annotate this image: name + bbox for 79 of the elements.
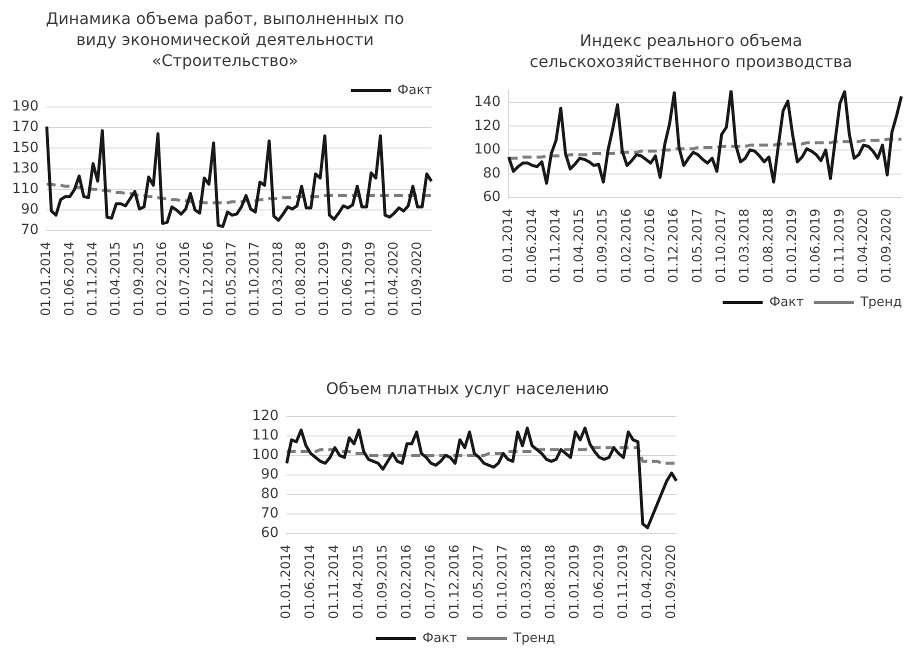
legend-label: Факт — [769, 294, 804, 310]
y-tick-label: 80 — [482, 165, 501, 182]
x-tick-label: 01.09.2020 — [664, 544, 679, 620]
x-tick-label: 01.05.2017 — [472, 544, 487, 620]
x-tick-label: 01.09.2015 — [596, 208, 611, 284]
y-tick-label: 90 — [260, 466, 279, 483]
y-tick-label: 140 — [474, 94, 501, 110]
y-tick-label: 110 — [12, 181, 39, 198]
x-tick-label: 01.02.2016 — [154, 242, 170, 316]
x-tick-label: 01.12.2016 — [201, 242, 216, 316]
y-tick-label: 120 — [252, 408, 279, 424]
x-tick-label: 01.04.2020 — [386, 242, 402, 316]
y-tick-label: 70 — [260, 506, 279, 522]
x-tick-label: 01.11.2019 — [364, 242, 379, 316]
x-tick-label: 01.02.2016 — [399, 544, 414, 620]
x-tick-label: 01.06.2019 — [340, 242, 356, 316]
chart-title: Динамика объема работ, выполненных по виду экономической деятельности «Строительство» — [44, 8, 406, 71]
x-tick-label: 01.11.2014 — [85, 242, 100, 316]
x-tick-label: 01.04.2015 — [572, 208, 588, 284]
x-tick-label: 01.11.2014 — [548, 208, 564, 284]
y-tick-label: 190 — [12, 98, 39, 115]
x-tick-label: 01.10.2017 — [496, 544, 511, 620]
x-tick-label: 01.04.2015 — [108, 242, 124, 316]
y-tick-label: 110 — [252, 428, 279, 444]
x-tick-label: 01.06.2019 — [592, 544, 607, 620]
y-tick-label: 80 — [260, 486, 279, 502]
y-tick-label: 130 — [12, 160, 39, 176]
x-tick-label: 01.05.2017 — [224, 242, 240, 316]
chart-title: Объем платных услуг населению — [325, 378, 610, 399]
x-tick-label: 01.01.2019 — [568, 544, 583, 620]
x-tick-label: 01.01.2014 — [39, 242, 54, 316]
y-tick-label: 70 — [20, 222, 39, 238]
x-tick-label: 01.04.2020 — [856, 208, 871, 284]
x-tick-label: 01.11.2019 — [616, 544, 631, 620]
x-tick-label: 01.04.2020 — [640, 544, 655, 620]
y-tick-label: 170 — [12, 119, 39, 136]
x-tick-label: 01.11.2014 — [327, 544, 342, 620]
x-tick-label: 01.07.2016 — [643, 208, 658, 284]
x-tick-label: 01.08.2018 — [294, 242, 310, 316]
x-tick-label: 01.03.2018 — [270, 242, 286, 316]
x-tick-label: 01.09.2015 — [375, 544, 390, 620]
x-tick-label: 01.07.2016 — [423, 544, 438, 620]
y-tick-label: 150 — [12, 140, 39, 156]
y-tick-label: 100 — [252, 447, 279, 464]
x-tick-label: 01.09.2020 — [410, 242, 425, 316]
x-tick-label: 01.12.2016 — [666, 208, 682, 284]
x-tick-label: 01.06.2014 — [62, 242, 78, 316]
x-tick-label: 01.03.2018 — [520, 544, 535, 620]
x-tick-label: 01.07.2016 — [178, 242, 194, 316]
legend-label: Тренд — [512, 630, 556, 646]
x-tick-label: 01.01.2019 — [317, 242, 332, 316]
legend-label: Факт — [397, 82, 432, 98]
x-tick-label: 01.09.2015 — [132, 242, 147, 316]
x-tick-label: 01.05.2017 — [690, 208, 706, 284]
x-tick-label: 01.08.2018 — [544, 544, 559, 620]
x-tick-label: 01.12.2016 — [447, 544, 462, 620]
y-tick-label: 90 — [20, 202, 39, 218]
x-tick-label: 01.11.2019 — [832, 208, 848, 284]
chart-title: Индекс реального объема сельскохозяйственного производства — [528, 30, 854, 72]
x-tick-label: 01.04.2015 — [351, 544, 366, 620]
x-tick-label: 01.02.2016 — [619, 208, 634, 284]
y-tick-label: 120 — [474, 118, 501, 134]
x-tick-label: 01.01.2019 — [784, 208, 800, 284]
x-tick-label: 01.01.2014 — [279, 544, 294, 620]
x-tick-label: 01.03.2018 — [738, 208, 753, 284]
y-tick-label: 60 — [260, 525, 279, 542]
x-tick-label: 01.06.2014 — [524, 208, 540, 284]
x-tick-label: 01.09.2020 — [880, 208, 895, 284]
y-tick-label: 100 — [474, 142, 501, 158]
legend-label: Тренд — [859, 294, 902, 310]
y-tick-label: 60 — [482, 189, 501, 206]
x-tick-label: 01.01.2014 — [501, 208, 516, 284]
x-tick-label: 01.06.2014 — [303, 544, 318, 620]
x-tick-label: 01.10.2017 — [248, 242, 263, 316]
legend-label: Факт — [422, 630, 458, 646]
x-tick-label: 01.08.2018 — [761, 208, 776, 284]
line-series — [45, 182, 433, 204]
x-tick-label: 01.06.2019 — [808, 208, 824, 284]
x-tick-label: 01.10.2017 — [714, 208, 729, 284]
